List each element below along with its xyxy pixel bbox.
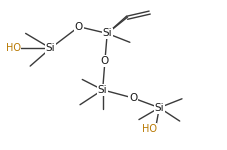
Text: Si: Si (46, 43, 55, 53)
Text: O: O (74, 22, 83, 32)
Text: HO: HO (141, 124, 156, 134)
Text: Si: Si (154, 103, 163, 113)
Text: HO: HO (6, 43, 21, 53)
Text: O: O (128, 93, 137, 103)
Text: Si: Si (102, 28, 111, 38)
Text: Si: Si (97, 85, 107, 95)
Text: O: O (100, 56, 109, 66)
